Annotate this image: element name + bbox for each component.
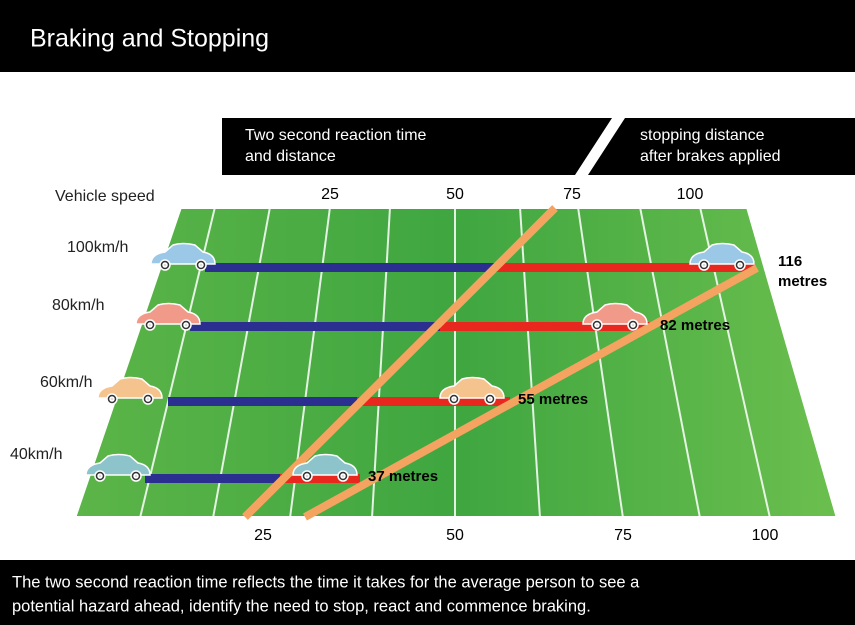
tick-label: 75 <box>614 527 632 544</box>
footer-text: potential hazard ahead, identify the nee… <box>12 597 591 615</box>
field-lines <box>139 206 771 519</box>
tick-label: 100 <box>752 527 779 544</box>
header-band <box>0 0 855 72</box>
tick-label: 50 <box>446 527 464 544</box>
legend-text: Two second reaction time <box>245 127 427 144</box>
legend-text: after brakes applied <box>640 148 781 165</box>
tick-label: 75 <box>563 186 581 203</box>
footer-text: The two second reaction time reflects th… <box>12 573 640 591</box>
distance-bars <box>145 263 755 483</box>
legend-box <box>222 118 612 175</box>
legend-text: and distance <box>245 148 336 165</box>
speed-label: 60km/h <box>40 374 92 391</box>
speed-label: 80km/h <box>52 297 104 314</box>
speed-label: 40km/h <box>10 446 62 463</box>
distance-label: 116 <box>778 253 802 270</box>
title: Braking and Stopping <box>30 25 269 53</box>
axis-label: Vehicle speed <box>55 188 155 205</box>
reaction-lines <box>242 205 759 521</box>
distance-label: 55 metres <box>518 391 588 408</box>
distance-label: metres <box>778 273 827 290</box>
distance-label: 82 metres <box>660 317 730 334</box>
tick-label: 25 <box>254 527 272 544</box>
tick-label: 50 <box>446 186 464 203</box>
speed-label: 100km/h <box>67 239 128 256</box>
distance-label: 37 metres <box>368 468 438 485</box>
legend-box <box>588 118 855 175</box>
legend-text: stopping distance <box>640 127 765 144</box>
footer-band <box>0 560 855 625</box>
tick-label: 100 <box>677 186 704 203</box>
tick-label: 25 <box>321 186 339 203</box>
